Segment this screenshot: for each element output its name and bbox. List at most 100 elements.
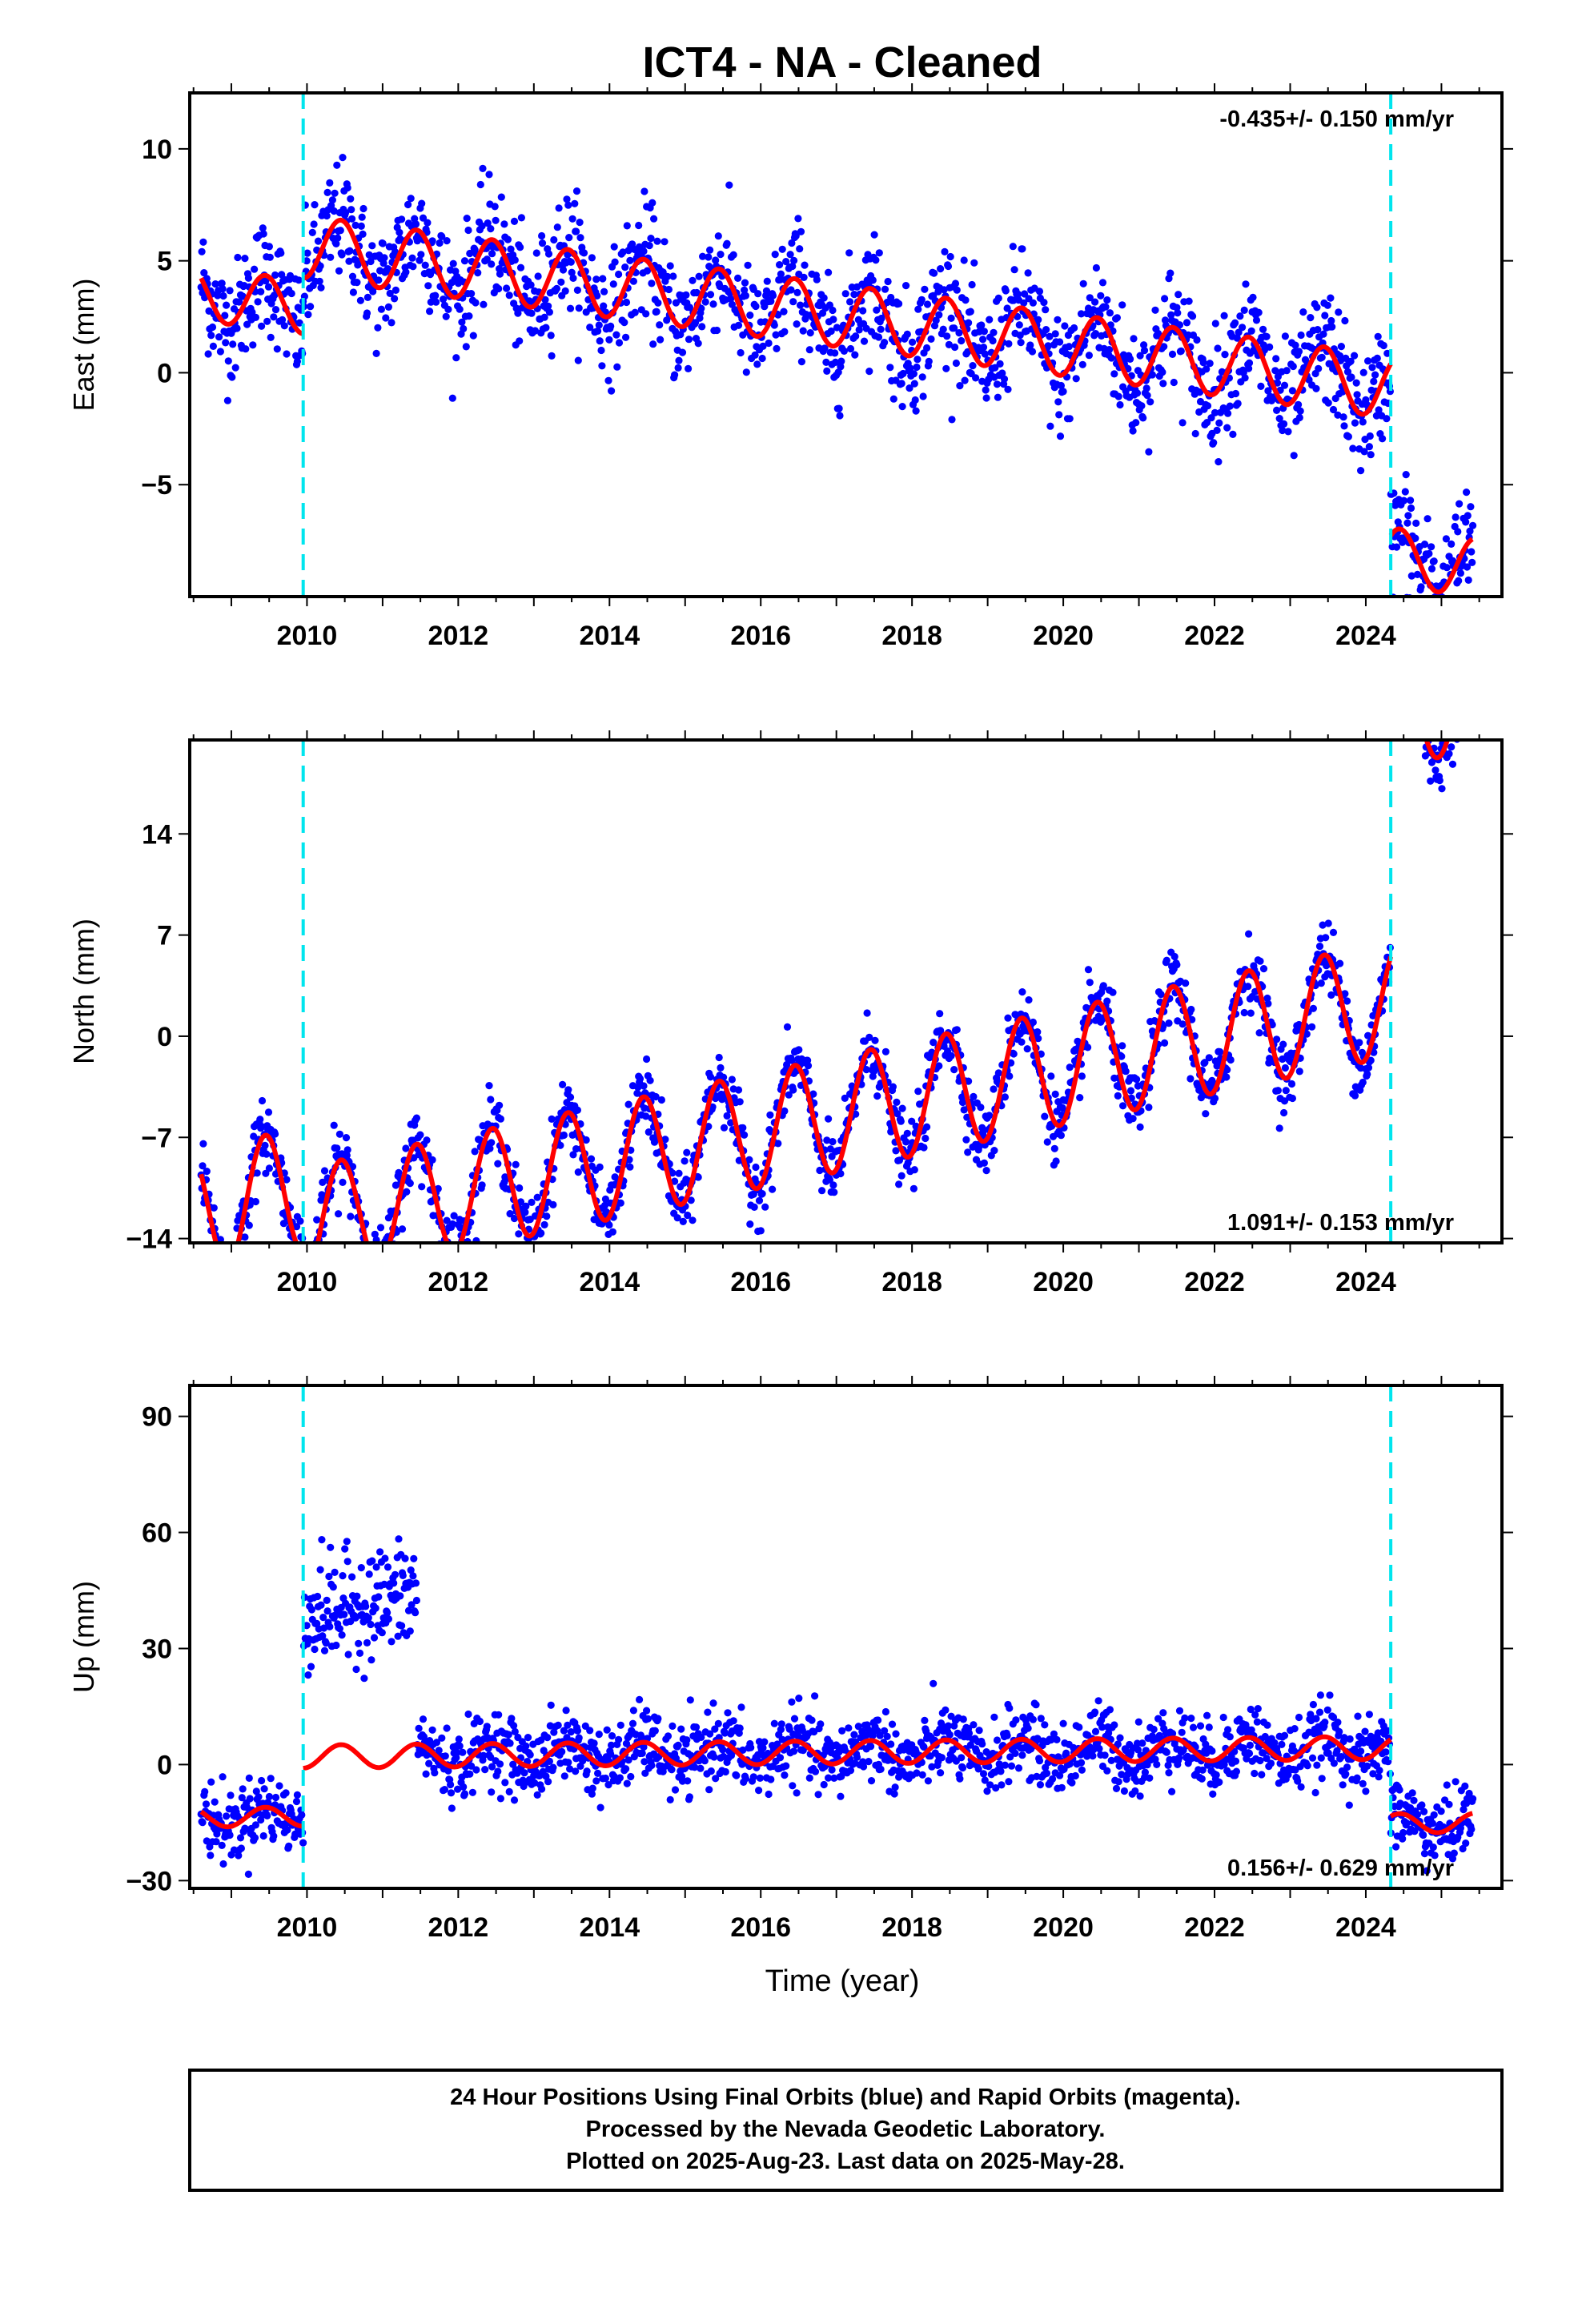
data-point — [225, 1262, 232, 1269]
data-point — [373, 1256, 380, 1264]
data-point — [565, 234, 573, 242]
data-point — [320, 1624, 328, 1632]
data-point — [921, 1134, 930, 1143]
data-point — [370, 1634, 379, 1642]
data-point — [1445, 609, 1452, 617]
data-point — [652, 308, 661, 316]
data-point — [608, 1228, 617, 1236]
data-point — [409, 263, 417, 271]
data-point — [1359, 418, 1367, 426]
data-point — [1457, 714, 1464, 721]
data-point — [376, 1224, 385, 1232]
data-point — [380, 254, 388, 262]
data-point — [1393, 654, 1400, 661]
data-point — [408, 1601, 416, 1609]
data-point — [440, 296, 448, 304]
data-point — [615, 339, 624, 347]
data-point — [472, 1766, 480, 1774]
data-point — [483, 255, 491, 263]
data-point — [496, 1115, 505, 1123]
data-point — [315, 277, 323, 285]
data-point — [958, 1754, 966, 1762]
data-point — [391, 1570, 400, 1578]
data-point — [958, 1098, 967, 1107]
data-point — [860, 1763, 868, 1771]
data-point — [1307, 314, 1315, 322]
data-point — [874, 1716, 882, 1724]
data-point — [409, 1572, 417, 1580]
data-point — [652, 1092, 660, 1101]
data-point — [669, 272, 677, 280]
data-point — [1394, 676, 1401, 683]
data-point — [556, 1141, 564, 1149]
data-point — [1429, 722, 1436, 729]
data-point — [283, 350, 291, 358]
data-point — [460, 324, 468, 333]
data-point — [811, 1692, 819, 1700]
data-point — [245, 1774, 253, 1782]
data-point — [799, 327, 807, 335]
data-point — [701, 298, 709, 306]
data-point — [572, 1767, 580, 1775]
data-point — [893, 1110, 901, 1118]
data-point — [937, 265, 945, 273]
data-point — [236, 1834, 245, 1842]
data-point — [353, 1592, 361, 1600]
data-point — [1438, 785, 1446, 793]
data-point — [1223, 1066, 1231, 1074]
data-point — [797, 301, 805, 309]
data-point — [1102, 303, 1110, 311]
data-point — [1173, 961, 1181, 969]
data-point — [231, 1271, 238, 1278]
data-point — [780, 308, 788, 316]
data-point — [486, 1144, 494, 1152]
data-point — [334, 234, 342, 242]
data-point — [619, 248, 627, 256]
data-point — [1223, 1073, 1231, 1081]
data-point — [488, 1788, 496, 1796]
data-point — [1029, 1018, 1037, 1027]
data-point — [979, 344, 988, 352]
data-point — [1061, 322, 1069, 330]
data-point — [1245, 364, 1253, 372]
data-point — [510, 1722, 518, 1730]
data-point — [757, 1227, 765, 1235]
data-point — [913, 356, 921, 364]
data-point — [623, 1779, 631, 1787]
data-point — [1145, 1104, 1153, 1112]
data-point — [698, 323, 706, 331]
data-point — [258, 1096, 267, 1105]
data-point — [209, 342, 217, 350]
data-point — [1273, 379, 1282, 387]
data-point — [978, 321, 986, 329]
data-point — [202, 1800, 211, 1808]
data-point — [1215, 419, 1223, 427]
data-point — [448, 394, 456, 402]
data-point — [567, 258, 575, 266]
data-point — [952, 359, 960, 368]
data-point — [945, 340, 953, 348]
data-point — [1406, 684, 1413, 691]
data-point — [1337, 343, 1345, 351]
data-point — [788, 1698, 796, 1706]
data-point — [412, 1579, 420, 1587]
data-point — [1109, 988, 1117, 996]
data-point — [974, 1765, 982, 1773]
data-point — [222, 339, 230, 347]
data-point — [1456, 722, 1463, 729]
data-point — [908, 1117, 916, 1125]
data-point — [790, 1715, 799, 1723]
data-point — [378, 1629, 386, 1637]
data-point — [226, 287, 234, 295]
data-point — [651, 1727, 659, 1735]
data-point — [1456, 569, 1464, 577]
data-point — [881, 285, 889, 293]
data-point — [305, 1256, 312, 1264]
data-point — [1126, 1087, 1135, 1095]
data-point — [1391, 652, 1398, 659]
data-point — [277, 249, 285, 257]
data-point — [873, 1092, 881, 1100]
data-point — [714, 1719, 722, 1727]
data-point — [679, 1217, 687, 1225]
data-point — [514, 309, 522, 317]
